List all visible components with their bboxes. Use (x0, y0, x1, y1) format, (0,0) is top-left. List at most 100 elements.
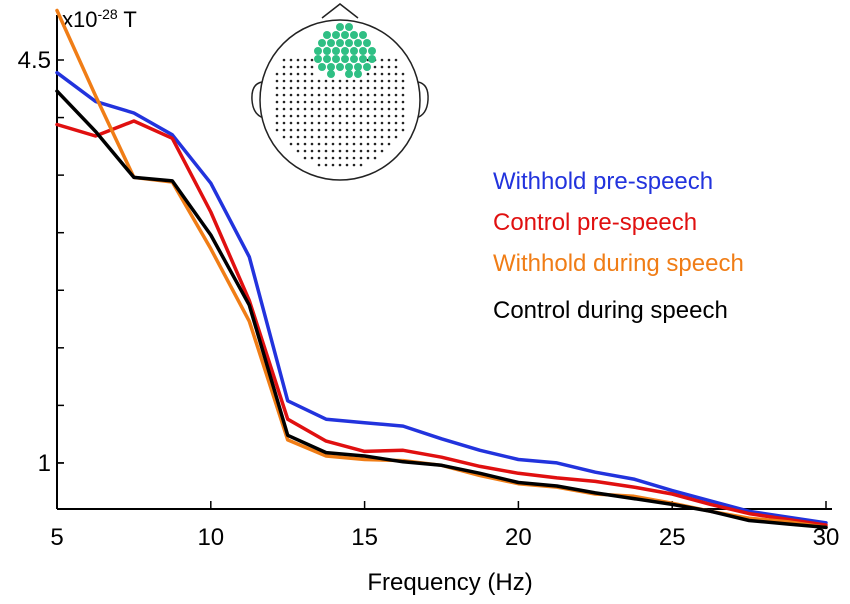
legend-entry-control-during-speech: Control during speech (493, 297, 728, 324)
sensor-dot (380, 135, 384, 139)
sensor-dot-highlighted (341, 55, 349, 63)
sensor-dot (289, 121, 293, 125)
sensor-dot (317, 79, 321, 83)
x-axis-title: Frequency (Hz) (367, 569, 532, 596)
sensor-dot-highlighted (314, 47, 322, 55)
sensor-dot (303, 79, 307, 83)
sensor-dots (275, 23, 405, 167)
sensor-dot (331, 135, 335, 139)
sensor-dot-highlighted (323, 31, 331, 39)
sensor-dot (380, 79, 384, 83)
sensor-dot (317, 135, 321, 139)
sensor-dot (338, 114, 342, 118)
sensor-dot (296, 93, 300, 97)
sensor-dot (401, 121, 405, 125)
sensor-dot (338, 135, 342, 139)
sensor-dot (401, 79, 405, 83)
sensor-dot (317, 149, 321, 153)
sensor-dot (310, 100, 314, 104)
sensor-dot (366, 86, 370, 90)
sensor-dot-highlighted (332, 47, 340, 55)
sensor-dot (366, 121, 370, 125)
sensor-dot (366, 142, 370, 146)
sensor-dot (359, 93, 363, 97)
sensor-dot (289, 114, 293, 118)
legend-entry-withhold-pre-speech: Withhold pre-speech (493, 168, 713, 195)
sensor-dot (394, 93, 398, 97)
sensor-dot (366, 114, 370, 118)
sensor-dot-highlighted (323, 55, 331, 63)
sensor-dot (345, 128, 349, 132)
head-sensor-map (251, 3, 429, 181)
sensor-dot (282, 65, 286, 69)
sensor-dot (373, 100, 377, 104)
sensor-dot (352, 128, 356, 132)
sensor-dot-highlighted (327, 63, 335, 71)
sensor-dot (366, 156, 370, 160)
sensor-dot (345, 163, 349, 167)
sensor-dot (373, 121, 377, 125)
sensor-dot (380, 65, 384, 69)
sensor-dot-highlighted (332, 31, 340, 39)
sensor-dot (366, 107, 370, 111)
sensor-dot (303, 86, 307, 90)
sensor-dot (338, 156, 342, 160)
sensor-dot-highlighted (354, 63, 362, 71)
sensor-dot (366, 72, 370, 76)
sensor-dot (310, 79, 314, 83)
sensor-dot (394, 72, 398, 76)
sensor-dot (366, 79, 370, 83)
sensor-dot (352, 156, 356, 160)
sensor-dot-highlighted (345, 63, 353, 71)
x-tick-label: 20 (505, 524, 532, 551)
sensor-dot (352, 121, 356, 125)
series-line-control-pre-speech (55, 119, 828, 527)
sensor-dot-highlighted (359, 31, 367, 39)
sensor-dot-highlighted (314, 55, 322, 63)
sensor-dot (352, 163, 356, 167)
sensor-dot (366, 100, 370, 104)
sensor-dot (338, 142, 342, 146)
sensor-dot (338, 149, 342, 153)
sensor-dot (310, 58, 314, 62)
sensor-dot (324, 128, 328, 132)
sensor-dot (359, 128, 363, 132)
sensor-dot (359, 121, 363, 125)
sensor-dot (401, 100, 405, 104)
sensor-dot (345, 135, 349, 139)
y-axis-ticks: 4.51 (18, 47, 64, 477)
x-tick-label: 5 (50, 524, 63, 551)
sensor-dot (296, 107, 300, 111)
sensor-dot (275, 86, 279, 90)
sensor-dot (331, 128, 335, 132)
sensor-dot-highlighted (359, 55, 367, 63)
x-tick-label: 10 (197, 524, 224, 551)
sensor-dot (380, 72, 384, 76)
y-unit-label: x10-28 T (62, 6, 137, 32)
sensor-dot (289, 107, 293, 111)
sensor-dot (338, 93, 342, 97)
y-tick-label: 1 (38, 450, 51, 477)
sensor-dot (345, 149, 349, 153)
sensor-dot (310, 72, 314, 76)
sensor-dot-highlighted (327, 70, 335, 78)
sensor-dot (331, 121, 335, 125)
sensor-dot (324, 135, 328, 139)
sensor-dot (282, 128, 286, 132)
sensor-dot (380, 107, 384, 111)
sensor-dot (303, 72, 307, 76)
sensor-dot (310, 142, 314, 146)
sensor-dot (303, 58, 307, 62)
sensor-dot (345, 86, 349, 90)
sensor-dot (289, 128, 293, 132)
series-line-control-during-speech (55, 89, 828, 530)
sensor-dot-highlighted (332, 55, 340, 63)
sensor-dot (317, 114, 321, 118)
sensor-dot (282, 79, 286, 83)
sensor-dot (289, 86, 293, 90)
sensor-dot (359, 156, 363, 160)
sensor-dot-highlighted (345, 70, 353, 78)
sensor-dot (366, 149, 370, 153)
sensor-dot-highlighted (336, 39, 344, 47)
sensor-dot-highlighted (368, 55, 376, 63)
